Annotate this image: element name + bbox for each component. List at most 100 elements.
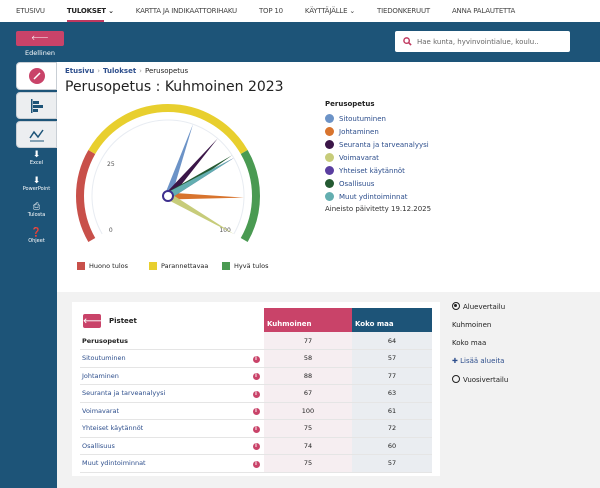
cell-koko-maa: 77 bbox=[352, 367, 432, 385]
table-row: Seuranta ja tarveanalyysi i 67 63 bbox=[80, 384, 432, 403]
cell-koko-maa: 57 bbox=[352, 454, 432, 473]
info-icon[interactable]: i bbox=[252, 408, 260, 416]
legend-label: Muut ydintoiminnat bbox=[339, 192, 408, 201]
breadcrumb-current: Perusopetus bbox=[144, 67, 189, 75]
cell-koko-maa: 64 bbox=[352, 332, 432, 350]
powerpoint-button[interactable]: ⬇ PowerPoint bbox=[16, 176, 57, 200]
nav-tulokset[interactable]: TULOKSET ⌄ bbox=[66, 0, 114, 22]
nav-label: KÄYTTÄJÄLLE bbox=[304, 7, 348, 15]
radio-aluevertailu[interactable]: Aluevertailu bbox=[452, 302, 508, 311]
results-table: 🡐 Pisteet Kuhmoinen Koko maa Perusopetus … bbox=[80, 308, 432, 473]
print-button[interactable]: ⎙ Tulosta bbox=[16, 202, 57, 226]
row-label[interactable]: Voimavarat bbox=[80, 402, 248, 420]
legend-label: Huono tulos bbox=[89, 262, 128, 270]
info-icon[interactable]: i bbox=[252, 355, 260, 363]
row-label[interactable]: Osallisuus bbox=[80, 437, 248, 455]
plus-icon: ✚ bbox=[452, 357, 458, 365]
download-icon: ⬇ bbox=[32, 176, 41, 186]
breadcrumb-tulokset[interactable]: Tulokset bbox=[103, 67, 137, 75]
gauge-needle bbox=[167, 192, 244, 200]
print-label: Tulosta bbox=[27, 212, 46, 218]
comparison-panel: Aluevertailu Kuhmoinen Koko maa ✚ Lisää … bbox=[452, 302, 508, 394]
nav-etusivu[interactable]: ETUSIVU bbox=[16, 7, 45, 15]
legend-dot bbox=[325, 166, 334, 175]
cell-kuhmoinen: 74 bbox=[264, 437, 352, 455]
legend-label: Voimavarat bbox=[339, 153, 379, 162]
search-input[interactable]: Hae kunta, hyvinvointialue, koulu.. bbox=[395, 31, 570, 52]
add-areas-label: Lisää alueita bbox=[460, 357, 505, 365]
legend-label: Osallisuus bbox=[339, 179, 375, 188]
previous-button[interactable]: 🡐 Edellinen bbox=[16, 31, 64, 57]
cell-koko-maa: 72 bbox=[352, 419, 432, 438]
excel-label: Excel bbox=[29, 160, 44, 166]
excel-button[interactable]: ⬇ Excel bbox=[16, 150, 57, 174]
help-label: Ohjeet bbox=[28, 238, 45, 244]
tab-gauge[interactable] bbox=[16, 62, 57, 90]
table-row: Yhteiset käytännöt i 75 72 bbox=[80, 419, 432, 438]
gauge-band bbox=[88, 104, 248, 155]
info-icon[interactable]: i bbox=[252, 390, 260, 398]
legend-item[interactable]: Osallisuus bbox=[325, 179, 431, 188]
line-chart-icon bbox=[28, 129, 44, 141]
legend-item[interactable]: Seuranta ja tarveanalyysi bbox=[325, 140, 431, 149]
row-label[interactable]: Sitoutuminen bbox=[80, 349, 248, 368]
main-panel: Etusivu › Tulokset › Perusopetus Perusopetus… bbox=[57, 62, 600, 292]
results-table-card: 🡐 Pisteet Kuhmoinen Koko maa Perusopetus … bbox=[72, 302, 440, 476]
legend-item[interactable]: Johtaminen bbox=[325, 127, 431, 136]
help-button[interactable]: ❓ Ohjeet bbox=[16, 228, 57, 252]
lower-section: 🡐 Pisteet Kuhmoinen Koko maa Perusopetus … bbox=[57, 292, 600, 488]
row-label[interactable]: Muut ydintoiminnat bbox=[80, 454, 248, 473]
table-title: Pisteet bbox=[109, 317, 137, 325]
info-icon[interactable]: i bbox=[252, 425, 260, 433]
add-areas-link[interactable]: ✚ Lisää alueita bbox=[452, 357, 508, 365]
col-koko-maa: Koko maa bbox=[352, 308, 432, 332]
nav-tiedonkeruut[interactable]: TIEDONKERUUT bbox=[377, 7, 430, 15]
nav-top10[interactable]: TOP 10 bbox=[258, 7, 283, 15]
legend-label: Sitoutuminen bbox=[339, 114, 386, 123]
table-row: Osallisuus i 74 60 bbox=[80, 437, 432, 455]
cell-kuhmoinen: 75 bbox=[264, 454, 352, 473]
radio-label: Vuosivertailu bbox=[463, 376, 509, 384]
legend-item[interactable]: Sitoutuminen bbox=[325, 114, 431, 123]
gauge-hub bbox=[162, 190, 174, 202]
nav-palaute[interactable]: ANNA PALAUTETTA bbox=[451, 7, 516, 15]
cell-kuhmoinen: 88 bbox=[264, 367, 352, 385]
table-row: Muut ydintoiminnat i 75 57 bbox=[80, 454, 432, 473]
info-icon[interactable]: i bbox=[252, 443, 260, 451]
info-icon[interactable]: i bbox=[252, 373, 260, 381]
row-label[interactable]: Yhteiset käytännöt bbox=[80, 419, 248, 438]
table-row: Johtaminen i 88 77 bbox=[80, 367, 432, 385]
info-icon[interactable]: i bbox=[252, 460, 260, 468]
legend-item[interactable]: Muut ydintoiminnat bbox=[325, 192, 431, 201]
gauge-needle bbox=[164, 124, 193, 198]
gauge-band bbox=[240, 150, 260, 242]
area-item: Koko maa bbox=[452, 339, 487, 347]
cell-kuhmoinen: 67 bbox=[264, 384, 352, 403]
row-label[interactable]: Johtaminen bbox=[80, 367, 248, 385]
gauge-inner-arc bbox=[91, 119, 245, 235]
legend-dot bbox=[325, 179, 334, 188]
printer-icon: ⎙ bbox=[32, 202, 41, 212]
row-label: Perusopetus bbox=[80, 332, 264, 350]
table-row: Sitoutuminen i 58 57 bbox=[80, 349, 432, 368]
legend-label: Yhteiset käytännöt bbox=[339, 166, 405, 175]
tab-line-chart[interactable] bbox=[16, 121, 57, 148]
legend-item[interactable]: Yhteiset käytännöt bbox=[325, 166, 431, 175]
breadcrumb: Etusivu › Tulokset › Perusopetus bbox=[65, 67, 189, 75]
nav-kartta[interactable]: KARTTA JA INDIKAATTORIHAKU bbox=[135, 7, 237, 15]
gauge-band bbox=[76, 150, 96, 242]
cell-koko-maa: 60 bbox=[352, 437, 432, 455]
page-title: Perusopetus : Kuhmoinen 2023 bbox=[65, 79, 284, 95]
legend-dot bbox=[325, 114, 334, 123]
tab-bar-chart[interactable] bbox=[16, 92, 57, 119]
updated-date: Aineisto päivitetty 19.12.2025 bbox=[325, 205, 432, 213]
radio-vuosivertailu[interactable]: Vuosivertailu bbox=[452, 375, 508, 384]
row-label[interactable]: Seuranta ja tarveanalyysi bbox=[80, 384, 248, 403]
cell-koko-maa: 63 bbox=[352, 384, 432, 403]
gauge-tick-label: 25 bbox=[107, 161, 115, 168]
breadcrumb-etusivu[interactable]: Etusivu bbox=[65, 67, 95, 75]
back-button[interactable]: 🡐 bbox=[83, 314, 102, 328]
gauge-tick-label: 0 bbox=[109, 227, 113, 234]
legend-item[interactable]: Voimavarat bbox=[325, 153, 431, 162]
nav-kayttajalle[interactable]: KÄYTTÄJÄLLE ⌄ bbox=[304, 7, 356, 15]
